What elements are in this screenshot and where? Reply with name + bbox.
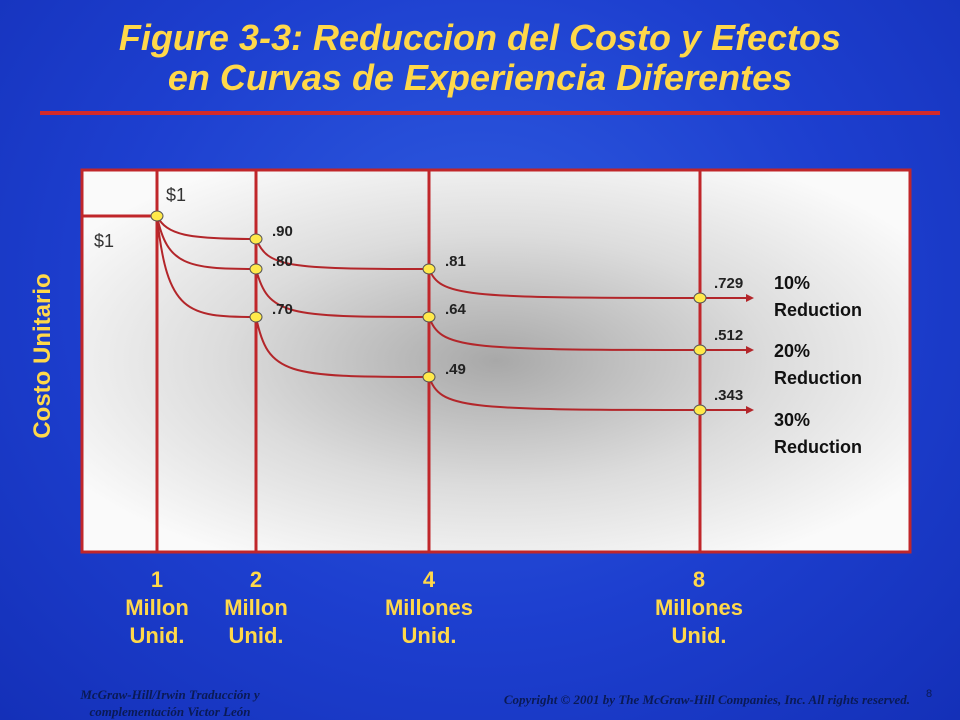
title-line-1: Figure 3-3: Reduccion del Costo y Efecto… [118, 17, 842, 58]
data-point-s2-3 [693, 344, 707, 356]
data-label-s2-1: .80 [272, 253, 293, 270]
data-point-s1-2 [422, 263, 436, 275]
x-tick-1-line-1: 1 [150, 567, 164, 592]
data-label-s2-3: .512 [714, 327, 743, 344]
legend-pct-1: 10% [774, 273, 810, 293]
data-point-s1-1 [249, 233, 263, 245]
x-tick-2: 2 Millon Unid. [186, 566, 326, 650]
title-rule [40, 111, 940, 115]
x-tick-2-line-1: 2 [249, 567, 263, 592]
data-label-s2-2: .64 [445, 301, 467, 318]
start-label-left: $1 [94, 231, 114, 251]
footer-credit: McGraw-Hill/Irwin Traducción y complemen… [20, 686, 320, 720]
x-tick-1: 1 Millon Unid. [87, 566, 227, 650]
series-line-1 [156, 215, 754, 302]
data-point-s3-1 [249, 311, 263, 323]
title-line-2: en Curvas de Experiencia Diferentes [167, 57, 793, 98]
data-point-s2-2 [422, 311, 436, 323]
plot-area [80, 168, 912, 554]
legend-pct-3: 30% [774, 410, 810, 430]
page-title: Figure 3-3: Reduccion del Costo y Efecto… [20, 18, 940, 98]
x-tick-4-line-2: Millones [384, 595, 473, 620]
x-tick-4-line-1: 4 [422, 567, 436, 592]
data-label-s1-3: .729 [714, 275, 743, 292]
x-tick-8-line-2: Millones [654, 595, 743, 620]
x-tick-1-line-2: Millon [125, 595, 189, 620]
footer-credit-line-2: complementación Victor León [89, 704, 251, 719]
data-label-s1-1: .90 [272, 223, 293, 240]
data-label-s1-2: .81 [445, 253, 466, 270]
x-tick-2-line-2: Millon [224, 595, 288, 620]
legend-pct-2: 20% [774, 341, 810, 361]
x-tick-8-line-1: 8 [692, 567, 706, 592]
data-label-s3-3: .343 [714, 387, 743, 404]
legend-word-1: Reduction [774, 300, 862, 320]
x-tick-2-line-3: Unid. [228, 623, 284, 648]
legend-word-2: Reduction [774, 368, 862, 388]
data-point-s3-2 [422, 371, 436, 383]
legend-word-3: Reduction [774, 437, 862, 457]
data-point-s2-1 [249, 263, 263, 275]
x-tick-8-line-3: Unid. [671, 623, 727, 648]
footer-credit-line-1: McGraw-Hill/Irwin Traducción y [80, 687, 260, 702]
footer-copyright: Copyright © 2001 by The McGraw-Hill Comp… [503, 692, 910, 707]
x-tick-1-line-3: Unid. [129, 623, 185, 648]
x-tick-8: 8 Millones Unid. [629, 566, 769, 650]
x-tick-4: 4 Millones Unid. [359, 566, 499, 650]
series-line-3 [156, 215, 754, 414]
start-label-top: $1 [166, 185, 186, 205]
x-tick-4-line-3: Unid. [401, 623, 457, 648]
data-point-s1-3 [693, 292, 707, 304]
page-number: 8 [926, 688, 933, 700]
data-point-s3-3 [693, 404, 707, 416]
data-label-s3-2: .49 [445, 361, 466, 378]
series-line-2 [156, 215, 754, 354]
data-point-s1-0 [150, 210, 164, 222]
data-label-s3-1: .70 [272, 301, 293, 318]
